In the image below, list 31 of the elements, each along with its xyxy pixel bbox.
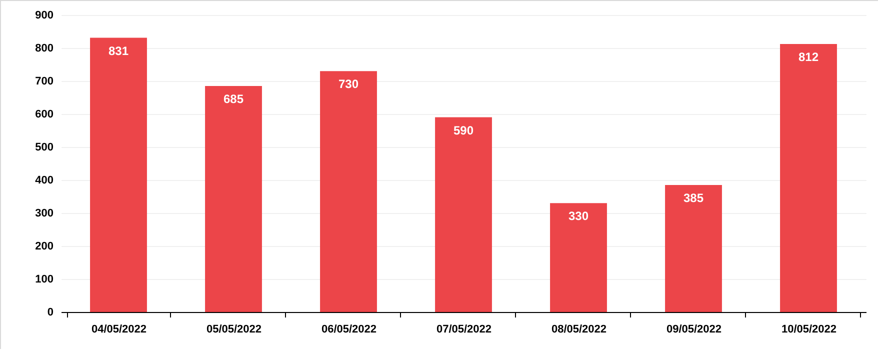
y-tick-label: 200 xyxy=(35,240,54,252)
data-label: 730 xyxy=(338,77,359,92)
y-tick-label: 100 xyxy=(35,274,54,286)
y-tick-label: 0 xyxy=(47,306,54,318)
bar xyxy=(665,184,722,312)
y-tick-label: 800 xyxy=(35,42,54,54)
data-label: 385 xyxy=(683,190,704,205)
y-tick-label: 500 xyxy=(35,142,54,154)
y-tick-label: 400 xyxy=(35,174,54,186)
data-label: 812 xyxy=(798,50,819,64)
data-label: 330 xyxy=(568,209,589,224)
data-label: 685 xyxy=(223,92,244,106)
x-tick-label: 05/05/2022 xyxy=(206,324,262,336)
y-tick-label: 600 xyxy=(35,108,54,120)
x-tick-label: 06/05/2022 xyxy=(321,324,377,336)
data-label: 831 xyxy=(108,44,129,58)
x-tick-label: 04/05/2022 xyxy=(91,324,147,336)
x-tick-label: 09/05/2022 xyxy=(666,324,722,336)
x-tick-label: 08/05/2022 xyxy=(551,324,607,336)
bar xyxy=(780,44,837,312)
bar xyxy=(320,71,377,312)
y-tick-label: 300 xyxy=(35,208,54,220)
y-tick-label: 700 xyxy=(35,76,54,88)
bar xyxy=(205,86,262,312)
data-label: 590 xyxy=(453,123,474,138)
bar xyxy=(435,117,492,312)
x-tick-label: 07/05/2022 xyxy=(436,324,492,336)
x-tick-label: 10/05/2022 xyxy=(781,324,837,336)
y-tick-label: 900 xyxy=(35,10,54,22)
bar xyxy=(550,203,607,312)
bar xyxy=(90,38,147,312)
